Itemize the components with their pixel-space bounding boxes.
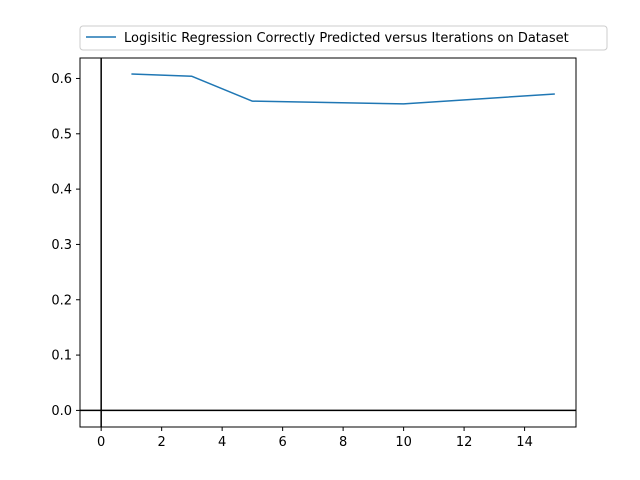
x-tick-label: 6 [278,435,286,450]
series-line-0 [131,73,555,105]
x-tick-label: 2 [158,435,166,450]
legend-label: Logisitic Regression Correctly Predicted… [124,31,569,46]
x-tick-label: 4 [218,435,226,450]
y-tick-label: 0.1 [51,349,72,364]
y-tick-label: 0.5 [51,127,72,142]
legend: Logisitic Regression Correctly Predicted… [79,25,608,51]
plot-frame [79,57,577,428]
x-tick-label: 12 [456,435,473,450]
x-tick-label: 10 [395,435,412,450]
y-tick-label: 0.0 [51,404,72,419]
y-tick-label: 0.4 [51,183,72,198]
x-tick-label: 14 [516,435,533,450]
y-tick-label: 0.6 [51,72,72,87]
x-tick-label: 0 [97,435,105,450]
y-tick-label: 0.2 [51,293,72,308]
legend-frame [79,25,608,51]
x-tick-label: 8 [339,435,347,450]
y-tick-label: 0.3 [51,238,72,253]
